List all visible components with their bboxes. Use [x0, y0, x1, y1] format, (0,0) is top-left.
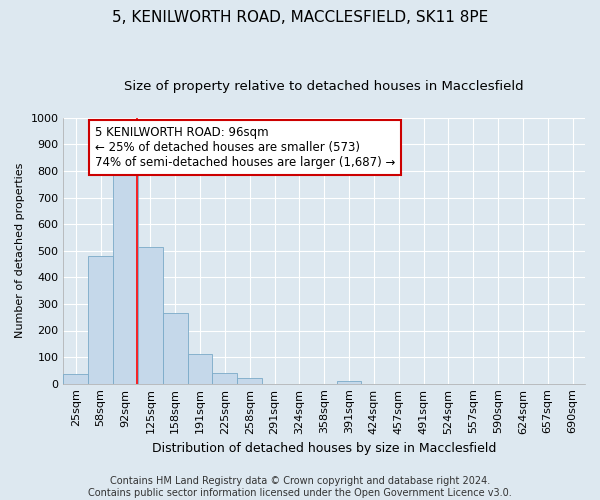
- Bar: [113, 166, 138, 384]
- Text: Contains HM Land Registry data © Crown copyright and database right 2024.
Contai: Contains HM Land Registry data © Crown c…: [88, 476, 512, 498]
- Bar: [237, 378, 262, 384]
- Bar: [64, 374, 88, 384]
- Bar: [212, 373, 237, 384]
- Bar: [88, 256, 113, 384]
- Bar: [163, 313, 188, 384]
- X-axis label: Distribution of detached houses by size in Macclesfield: Distribution of detached houses by size …: [152, 442, 496, 455]
- Y-axis label: Number of detached properties: Number of detached properties: [15, 163, 25, 338]
- Text: 5, KENILWORTH ROAD, MACCLESFIELD, SK11 8PE: 5, KENILWORTH ROAD, MACCLESFIELD, SK11 8…: [112, 10, 488, 25]
- Title: Size of property relative to detached houses in Macclesfield: Size of property relative to detached ho…: [124, 80, 524, 93]
- Bar: [138, 246, 163, 384]
- Bar: [337, 381, 361, 384]
- Text: 5 KENILWORTH ROAD: 96sqm
← 25% of detached houses are smaller (573)
74% of semi-: 5 KENILWORTH ROAD: 96sqm ← 25% of detach…: [95, 126, 395, 169]
- Bar: [188, 354, 212, 384]
